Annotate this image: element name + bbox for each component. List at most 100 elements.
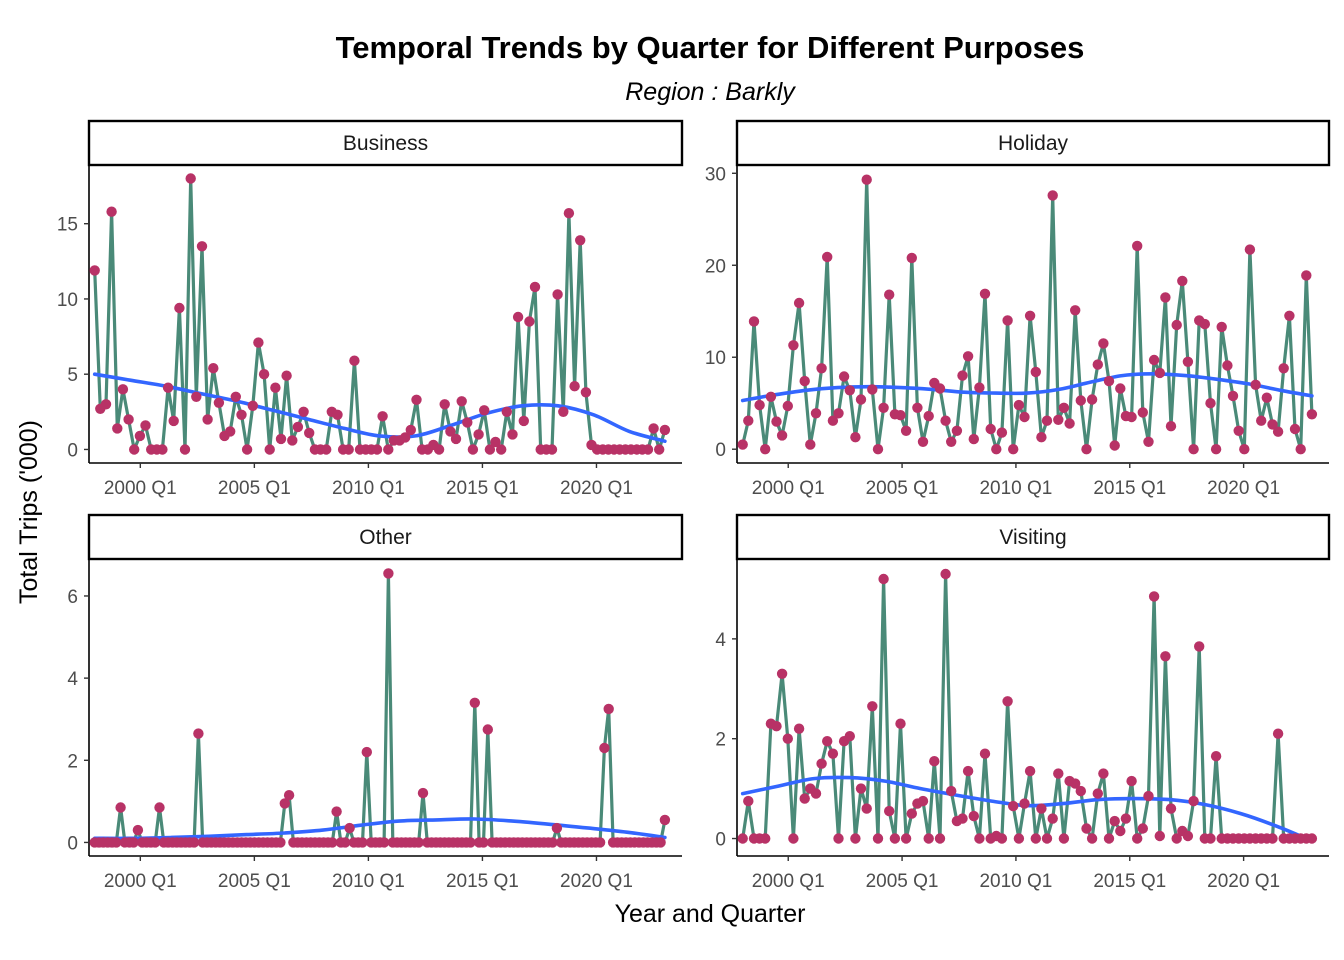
y-tick-label: 2 [67,751,78,772]
data-point [1019,798,1030,809]
x-tick-label: 2000 Q1 [104,871,177,892]
data-point [1041,415,1053,426]
x-tick-label: 2015 Q1 [446,478,519,499]
data-point [1036,803,1047,814]
data-point [433,444,445,455]
data-point [934,383,946,394]
data-point [1284,310,1295,321]
data-point [1081,444,1092,455]
data-point [1041,833,1053,844]
data-point [547,837,558,848]
data-point [895,410,906,421]
data-point [979,288,991,299]
data-point [1160,651,1171,662]
chart-subtitle: Region : Barkly [625,78,796,106]
data-point [1126,411,1137,423]
data-point [275,837,286,848]
data-point [1171,319,1182,331]
data-point [383,568,394,579]
x-tick-label: 2015 Q1 [1093,871,1166,892]
data-point [867,701,878,712]
data-point [1301,270,1312,281]
data-point [996,427,1008,438]
data-point [1053,768,1064,779]
data-point [760,444,771,455]
data-point [174,302,185,314]
data-point [1036,432,1047,443]
data-point [1058,833,1070,844]
data-point [484,444,496,455]
data-point [253,337,264,348]
data-point [1306,409,1318,420]
facet-strip-label: Holiday [998,132,1069,155]
data-point [805,439,816,450]
data-point [912,402,923,413]
data-point [225,426,236,437]
y-tick-label: 0 [67,440,78,461]
data-point [991,444,1002,455]
data-point [1216,321,1227,333]
data-point [861,803,872,814]
data-point [1306,833,1318,844]
y-axis-title: Total Trips ('000) [15,420,43,604]
data-point [264,444,275,455]
data-point [258,369,270,380]
data-point [123,414,134,425]
data-point [1132,240,1143,252]
y-tick-label: 15 [57,215,78,236]
data-point [230,391,241,402]
smooth-trend-line [740,371,1314,403]
data-point [878,402,889,413]
data-point [889,833,901,844]
data-point [985,423,996,435]
data-point [1137,823,1149,834]
data-point [642,444,654,455]
facet-strip [87,513,684,561]
data-point [1143,436,1154,447]
x-tick-label: 2000 Q1 [752,871,825,892]
data-point [445,426,456,437]
data-point [112,423,123,434]
data-point [157,444,168,455]
data-point [782,733,793,744]
data-point [1058,402,1070,413]
x-tick-label: 2000 Q1 [104,478,177,499]
data-point [1244,244,1256,255]
x-axis-title: Year and Quarter [615,900,806,928]
y-tick-label: 10 [705,348,726,369]
data-point [1272,728,1284,739]
data-point [1239,444,1250,455]
data-point [191,391,202,402]
data-point [788,833,799,844]
data-point [782,400,793,412]
data-point [654,444,665,455]
data-point [411,394,422,405]
x-tick-label: 2010 Q1 [979,478,1052,499]
data-point [1092,359,1104,370]
data-point [1047,190,1058,201]
data-point [580,387,592,398]
data-point [962,351,974,362]
data-point [822,251,833,263]
data-point [1098,768,1109,779]
data-point [878,573,889,585]
data-point [1233,425,1244,436]
data-point [1143,790,1154,802]
data-point [1165,421,1177,432]
data-point [361,746,372,758]
data-point [462,417,473,428]
data-point [512,311,524,323]
data-point [979,748,991,759]
data-point [962,765,974,777]
data-point [1199,318,1211,330]
data-point [140,420,151,431]
data-point [743,415,754,426]
data-point [771,721,782,732]
data-point [737,439,748,450]
data-point [788,340,799,351]
data-point [594,837,606,848]
data-point [213,397,225,408]
data-point [1047,813,1058,824]
data-point [906,252,917,264]
data-point [771,416,782,427]
